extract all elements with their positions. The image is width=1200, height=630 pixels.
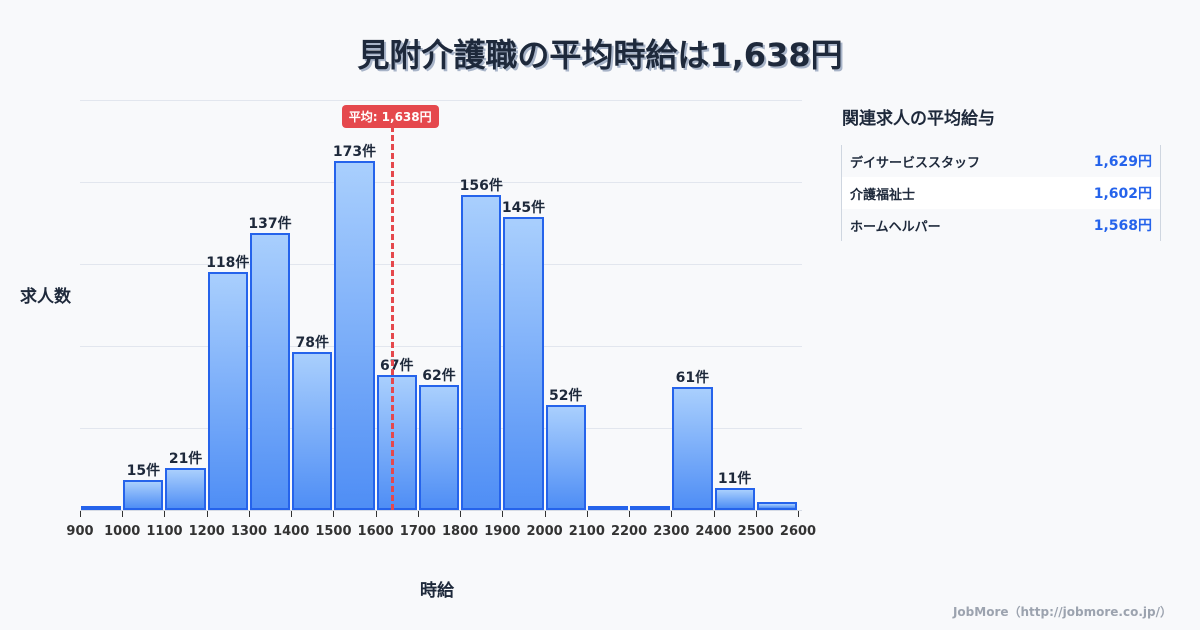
bar-value-label: 78件 <box>295 335 330 352</box>
histogram-bar <box>334 160 375 510</box>
related-salaries-title: 関連求人の平均給与 <box>842 109 995 129</box>
bar-value-label: 62件 <box>422 367 456 384</box>
bar-value-label: 61件 <box>675 369 710 386</box>
x-tick <box>629 511 631 517</box>
x-tick-label: 2500 <box>737 524 774 539</box>
job-salary: 1,568円 <box>1093 218 1152 234</box>
x-tick <box>502 511 504 517</box>
x-tick <box>164 511 166 517</box>
x-tick <box>798 511 799 517</box>
x-tick <box>460 511 462 517</box>
bar-value-label: 21件 <box>168 450 203 467</box>
footer-credit: JobMore（http://jobmore.co.jp/） <box>952 605 1172 619</box>
x-axis-line <box>80 510 802 511</box>
histogram-bar <box>545 404 586 510</box>
histogram-bar <box>756 501 797 510</box>
bar-value-label: 11件 <box>717 470 752 487</box>
bar-value-label: 15件 <box>126 462 161 479</box>
histogram-bar <box>587 506 629 510</box>
x-tick <box>755 511 757 517</box>
y-axis-label: 求人数 <box>20 287 71 307</box>
gridline <box>80 346 802 347</box>
average-line <box>390 126 394 510</box>
job-name: 介護福祉士 <box>850 187 916 203</box>
x-tick <box>586 511 588 517</box>
related-row: ホームヘルパー 1,568円 <box>842 209 1160 241</box>
x-tick-label: 2000 <box>526 524 563 539</box>
bar-value-label: 137件 <box>248 216 292 233</box>
x-tick-label: 1000 <box>104 524 141 539</box>
bar-value-label: 52件 <box>548 387 583 404</box>
related-row: 介護福祉士 1,602円 <box>842 177 1160 209</box>
job-salary: 1,602円 <box>1093 186 1152 202</box>
histogram-bar <box>165 467 206 510</box>
x-tick-label: 900 <box>66 524 94 539</box>
gridline <box>80 182 802 183</box>
histogram-bar <box>714 487 755 510</box>
job-name: デイサービススタッフ <box>850 155 981 171</box>
x-tick <box>333 511 335 517</box>
job-name: ホームヘルパー <box>850 219 941 235</box>
bar-value-label: 145件 <box>501 200 546 217</box>
bar-value-label: 118件 <box>206 254 250 271</box>
x-tick-label: 1500 <box>315 524 352 539</box>
x-tick <box>713 511 715 517</box>
gridline <box>80 100 802 101</box>
histogram-bar <box>461 194 502 510</box>
histogram-chart: 求人数 時給 15件 21件 118件 137件 78件 173件 67件 62件 156件 14… <box>20 100 817 601</box>
histogram-bar <box>672 386 713 510</box>
related-salaries-table: デイサービススタッフ 1,629円 介護福祉士 1,602円 ホームヘルパー 1… <box>841 145 1161 241</box>
histogram-bar <box>249 233 291 510</box>
histogram-bar <box>418 384 460 510</box>
x-tick-label: 1100 <box>146 524 183 539</box>
job-salary: 1,629円 <box>1093 154 1152 170</box>
histogram-bar <box>630 505 671 510</box>
page-title: 見附介護職の平均時給は1,638円 <box>357 36 843 74</box>
x-tick <box>206 511 208 517</box>
histogram-bar <box>81 506 122 510</box>
x-tick <box>122 511 124 517</box>
x-axis-label: 時給 <box>420 581 454 601</box>
bar-value-label: 173件 <box>332 143 377 160</box>
bar-value-label: 156件 <box>459 177 503 194</box>
histogram-bar <box>207 271 248 510</box>
x-tick-label: 1800 <box>442 524 479 539</box>
average-badge: 平均: 1,638円 <box>341 105 439 128</box>
gridline <box>80 264 802 265</box>
x-tick-label: 1600 <box>357 524 394 539</box>
x-tick-label: 2100 <box>568 524 605 539</box>
histogram-bar <box>292 352 333 510</box>
x-tick <box>417 511 419 517</box>
x-tick <box>544 511 546 517</box>
x-tick-label: 1200 <box>188 524 225 539</box>
x-tick-label: 1300 <box>230 524 268 539</box>
x-tick <box>80 511 81 517</box>
x-tick-label: 2400 <box>695 524 732 539</box>
x-tick <box>671 511 673 517</box>
x-tick-label: 2300 <box>653 524 690 539</box>
x-tick-label: 1400 <box>273 524 310 539</box>
histogram-bar <box>503 217 544 510</box>
histogram-bar <box>376 374 417 510</box>
x-tick-label: 2600 <box>779 524 817 539</box>
x-tick-label: 1700 <box>399 524 436 539</box>
x-tick-label: 2200 <box>610 524 648 539</box>
bar-value-label: 67件 <box>380 357 414 374</box>
x-tick-label: 1900 <box>484 524 521 539</box>
x-tick <box>375 511 377 517</box>
x-tick <box>291 511 293 517</box>
x-tick <box>248 511 250 517</box>
related-row: デイサービススタッフ 1,629円 <box>842 145 1160 177</box>
histogram-bar <box>123 479 164 510</box>
